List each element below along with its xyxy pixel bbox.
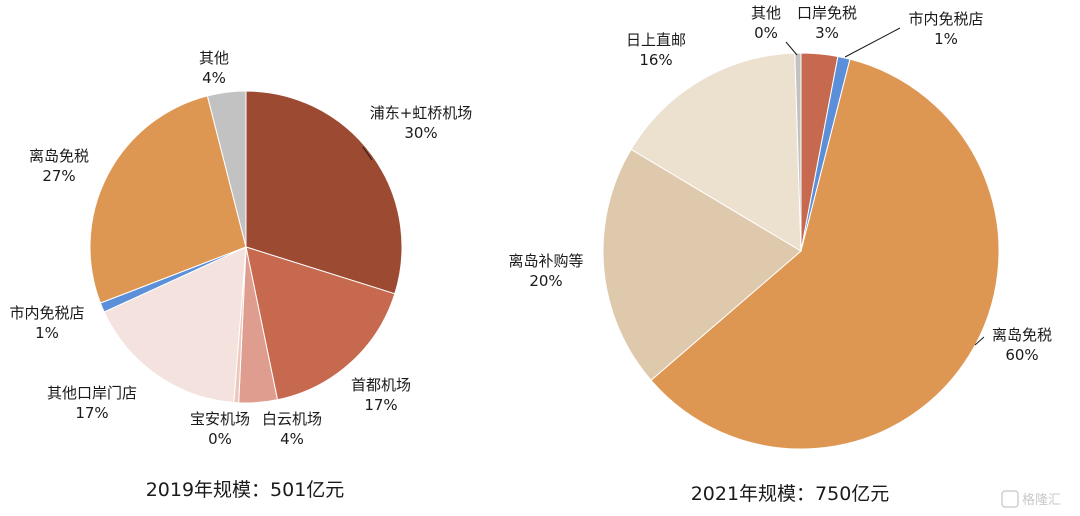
pie1-slice-percent-label: 4% (202, 69, 226, 87)
pie1-slice-0 (245, 90, 403, 295)
pie1-slice-1 (245, 246, 396, 401)
pie-chart-2019: 浦东+虹桥机场 30% 首都机场 17% 白云机场 4% 宝安机场 0% 其他口岸门店 17% 市内… (9, 49, 472, 448)
pie1-slice-7 (206, 90, 247, 248)
pie2-slice-name-label: 口岸免税 (797, 4, 857, 22)
pie2-slice-name-label: 其他 (751, 4, 781, 22)
pie2-slice-percent-label: 16% (639, 51, 672, 69)
pie1-slice-name-label: 离岛免税 (29, 147, 89, 165)
pie2-slice-4 (630, 52, 802, 252)
pie2-leader-line-5 (785, 41, 798, 56)
pie2-slice-percent-label: 20% (529, 272, 562, 290)
pie2-slice-percent-label: 60% (1005, 346, 1038, 364)
pie1-slice-percent-label: 1% (35, 324, 59, 342)
pie2-slice-2 (650, 58, 1000, 450)
watermark-text: 格隆汇 (1022, 492, 1061, 508)
pie1-slice-percent-label: 27% (42, 167, 75, 185)
pie1-slice-name-label: 首都机场 (351, 376, 411, 394)
pie1-slice-percent-label: 30% (404, 124, 437, 142)
pie1-slice-name-label: 其他口岸门店 (47, 384, 137, 402)
pie1-slice-6 (89, 95, 247, 304)
pie2-slice-name-label: 离岛补购等 (508, 252, 583, 270)
pie2-slice-name-label: 市内免税店 (908, 10, 983, 28)
pie2-slice-percent-label: 3% (815, 24, 839, 42)
pie2-slice-percent-label: 1% (934, 30, 958, 48)
pie1-leader-line-0 (362, 146, 373, 161)
pie1-slice-name-label: 浦东+虹桥机场 (370, 104, 473, 122)
pie1-slice-name-label: 市内免税店 (9, 304, 84, 322)
pie2-leader-line-2 (974, 336, 985, 346)
pie2-slice-name-label: 日上直邮 (626, 31, 686, 49)
pie2-slice-percent-label: 0% (754, 24, 778, 42)
pie2-slice-name-label: 离岛免税 (992, 326, 1052, 344)
watermark: 格隆汇 (1001, 490, 1061, 508)
pie1-slice-name-label: 白云机场 (262, 410, 322, 428)
pie1-slice-percent-label: 4% (280, 430, 304, 448)
pie2-slice-3 (602, 148, 802, 381)
pie1-slice-percent-label: 17% (75, 404, 108, 422)
pie-chart-2021: 口岸免税 3% 市内免税店 1% 离岛免税 60% 离岛补购等 20% 日上直邮 16% 其他 0% (508, 4, 1052, 450)
caption-2019: 2019年规模：501亿元 (146, 479, 345, 501)
pie1-slice-4 (103, 246, 247, 404)
pie1-slice-percent-label: 17% (364, 396, 397, 414)
pie2-leader-line-1 (844, 27, 901, 58)
watermark-logo-icon (1001, 490, 1019, 508)
pie1-slice-name-label: 宝安机场 (190, 410, 250, 428)
pie1-slice-name-label: 其他 (199, 49, 229, 67)
pie1-slice-percent-label: 0% (208, 430, 232, 448)
caption-2021: 2021年规模：750亿元 (691, 483, 890, 505)
